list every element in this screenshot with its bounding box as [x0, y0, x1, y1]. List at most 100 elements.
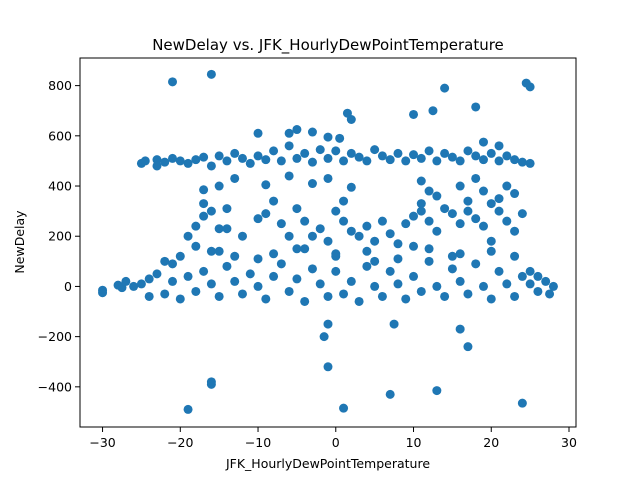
- data-point: [510, 226, 520, 236]
- data-point: [525, 158, 535, 168]
- data-point: [323, 362, 333, 372]
- data-point: [331, 206, 341, 216]
- data-point: [393, 148, 403, 158]
- data-point: [377, 216, 387, 226]
- data-point: [261, 209, 271, 219]
- x-tick-label: 10: [406, 435, 422, 450]
- data-point: [548, 281, 558, 291]
- data-point: [416, 206, 426, 216]
- data-point: [253, 151, 263, 161]
- data-point: [222, 224, 232, 234]
- data-point: [409, 271, 419, 281]
- data-point: [370, 281, 380, 291]
- data-point: [183, 158, 193, 168]
- data-point: [440, 204, 450, 214]
- x-tick-label: −10: [245, 435, 271, 450]
- data-point: [346, 115, 356, 124]
- data-point: [129, 281, 139, 291]
- data-point: [401, 294, 411, 304]
- data-point: [191, 221, 201, 231]
- data-point: [214, 291, 224, 301]
- data-point: [346, 276, 356, 286]
- data-point: [307, 157, 317, 167]
- data-point: [393, 254, 403, 264]
- data-point: [284, 171, 294, 181]
- data-point: [525, 266, 535, 276]
- data-point: [160, 289, 170, 299]
- y-tick-label: 200: [48, 229, 72, 244]
- data-point: [168, 259, 178, 269]
- data-point: [447, 209, 457, 219]
- data-point: [284, 128, 294, 138]
- data-point: [416, 176, 426, 186]
- data-point: [284, 231, 294, 241]
- data-point: [440, 148, 450, 158]
- data-point: [339, 196, 349, 206]
- data-point: [339, 216, 349, 226]
- data-point: [393, 239, 403, 249]
- data-point: [494, 194, 504, 204]
- y-tick-label: −400: [38, 379, 72, 394]
- data-point: [424, 186, 434, 196]
- data-point: [300, 296, 310, 306]
- data-point: [323, 173, 333, 183]
- data-point: [525, 82, 535, 92]
- y-tick-label: 400: [48, 179, 72, 194]
- data-point: [478, 137, 488, 147]
- data-point: [517, 398, 527, 408]
- data-point: [385, 389, 395, 399]
- data-point: [222, 204, 232, 214]
- data-point: [478, 221, 488, 231]
- data-point: [230, 173, 240, 183]
- data-point: [230, 148, 240, 158]
- data-point: [432, 281, 442, 291]
- data-point: [486, 148, 496, 158]
- data-point: [269, 249, 279, 259]
- data-point: [284, 141, 294, 151]
- data-point: [424, 244, 434, 254]
- data-point: [440, 83, 450, 93]
- data-point: [401, 156, 411, 166]
- data-point: [525, 279, 535, 289]
- data-point: [471, 102, 481, 112]
- data-point: [502, 181, 512, 191]
- data-point: [486, 236, 496, 246]
- data-point: [121, 276, 131, 286]
- data-point: [237, 289, 247, 299]
- data-point: [331, 249, 341, 259]
- data-point: [432, 191, 442, 201]
- data-point: [377, 291, 387, 301]
- data-point: [168, 77, 178, 87]
- data-point: [432, 156, 442, 166]
- x-axis-label: JFK_HourlyDewPointTemperature: [225, 456, 430, 471]
- data-point: [144, 291, 154, 301]
- chart-title: NewDelay vs. JFK_HourlyDewPointTemperatu…: [152, 36, 504, 55]
- y-tick-label: 800: [48, 78, 72, 93]
- data-point: [385, 266, 395, 276]
- data-point: [323, 236, 333, 246]
- data-point: [339, 403, 349, 413]
- data-point: [409, 150, 419, 160]
- data-point: [339, 289, 349, 299]
- data-point: [261, 294, 271, 304]
- data-point: [214, 151, 224, 161]
- data-point: [455, 324, 465, 334]
- data-point: [471, 259, 481, 269]
- x-tick-label: 30: [561, 435, 577, 450]
- data-point: [323, 153, 333, 163]
- data-point: [362, 246, 372, 256]
- data-point: [440, 291, 450, 301]
- data-points: [98, 69, 558, 414]
- data-point: [191, 286, 201, 296]
- data-point: [409, 109, 419, 119]
- data-point: [354, 152, 364, 162]
- data-point: [385, 229, 395, 239]
- data-point: [502, 279, 512, 289]
- data-point: [307, 264, 317, 274]
- data-point: [416, 199, 426, 209]
- y-tick-label: −200: [38, 329, 72, 344]
- data-point: [471, 151, 481, 161]
- data-point: [245, 269, 255, 279]
